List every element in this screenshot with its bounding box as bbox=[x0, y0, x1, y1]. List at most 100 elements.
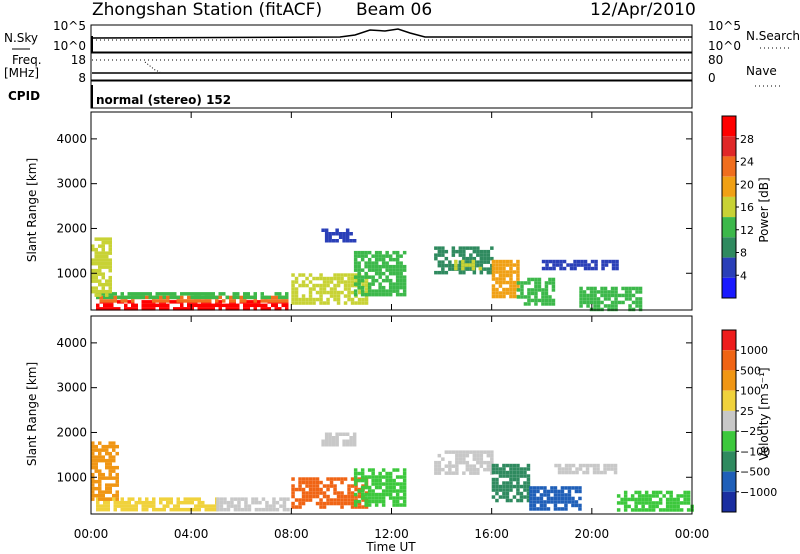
range-time-cell bbox=[601, 267, 605, 271]
range-time-cell bbox=[96, 304, 100, 308]
range-time-cell bbox=[98, 258, 102, 262]
range-time-cell bbox=[604, 304, 608, 308]
range-time-cell bbox=[298, 273, 302, 277]
range-time-cell bbox=[368, 258, 372, 262]
range-time-cell bbox=[382, 254, 386, 258]
range-time-cell bbox=[342, 232, 346, 236]
range-time-cell bbox=[480, 257, 484, 261]
range-time-cell bbox=[121, 501, 125, 505]
range-time-cell bbox=[545, 299, 549, 303]
range-time-cell bbox=[473, 457, 477, 461]
range-time-cell bbox=[255, 497, 259, 501]
range-time-cell bbox=[533, 504, 537, 508]
range-time-cell bbox=[547, 490, 551, 494]
range-time-cell bbox=[237, 497, 241, 501]
range-time-cell bbox=[357, 268, 361, 272]
colorbar-segment bbox=[722, 330, 736, 350]
range-time-cell bbox=[621, 294, 625, 298]
range-time-cell bbox=[572, 464, 576, 468]
range-time-cell bbox=[138, 501, 142, 505]
range-time-cell bbox=[378, 475, 382, 479]
range-time-cell bbox=[116, 483, 120, 487]
range-time-cell bbox=[538, 288, 542, 292]
range-time-cell bbox=[492, 270, 496, 274]
range-time-cell bbox=[483, 267, 487, 271]
range-time-cell bbox=[441, 253, 445, 257]
range-time-cell bbox=[645, 501, 649, 505]
range-time-cell bbox=[403, 468, 407, 472]
range-time-cell bbox=[305, 284, 309, 288]
range-time-cell bbox=[302, 298, 306, 302]
range-time-cell bbox=[180, 292, 184, 296]
range-time-cell bbox=[337, 277, 341, 281]
range-time-cell bbox=[438, 461, 442, 465]
range-time-cell bbox=[361, 298, 365, 302]
range-time-cell bbox=[683, 494, 687, 498]
range-time-cell bbox=[469, 468, 473, 472]
range-time-cell bbox=[302, 495, 306, 499]
range-time-cell bbox=[502, 481, 506, 485]
range-time-cell bbox=[220, 501, 224, 505]
range-time-cell bbox=[502, 281, 506, 285]
range-time-cell bbox=[368, 289, 372, 293]
range-time-cell bbox=[659, 491, 663, 495]
range-time-cell bbox=[552, 281, 556, 285]
range-time-cell bbox=[669, 491, 673, 495]
range-time-cell bbox=[323, 280, 327, 284]
range-time-cell bbox=[680, 494, 684, 498]
range-time-cell bbox=[114, 299, 118, 303]
range-time-cell bbox=[676, 501, 680, 505]
range-time-cell bbox=[548, 299, 552, 303]
range-time-cell bbox=[375, 272, 379, 276]
range-time-cell bbox=[335, 232, 339, 236]
range-time-cell bbox=[611, 308, 615, 312]
range-time-cell bbox=[91, 480, 95, 484]
velocity-colorbar-label: Velocity [m s⁻¹] bbox=[757, 367, 771, 460]
range-time-cell bbox=[375, 258, 379, 262]
range-time-cell bbox=[561, 490, 565, 494]
range-time-cell bbox=[547, 500, 551, 504]
range-time-cell bbox=[399, 261, 403, 265]
range-time-cell bbox=[564, 497, 568, 501]
range-time-cell bbox=[545, 260, 549, 264]
range-time-cell bbox=[558, 464, 562, 468]
range-time-cell bbox=[548, 302, 552, 306]
range-time-cell bbox=[233, 299, 237, 303]
range-time-cell bbox=[255, 501, 259, 505]
range-time-cell bbox=[543, 490, 547, 494]
range-time-cell bbox=[357, 279, 361, 283]
range-time-cell bbox=[638, 508, 642, 512]
range-time-cell bbox=[357, 282, 361, 286]
x-tick-label: 12:00 bbox=[374, 527, 409, 541]
range-time-cell bbox=[495, 485, 499, 489]
range-time-cell bbox=[187, 304, 191, 308]
range-time-cell bbox=[385, 475, 389, 479]
range-time-cell bbox=[527, 302, 531, 306]
range-time-cell bbox=[156, 304, 160, 308]
range-time-cell bbox=[593, 287, 597, 291]
range-time-cell bbox=[469, 450, 473, 454]
range-time-cell bbox=[330, 477, 334, 481]
range-time-cell bbox=[568, 490, 572, 494]
range-time-cell bbox=[170, 508, 174, 512]
range-time-cell bbox=[156, 508, 160, 512]
range-time-cell bbox=[382, 289, 386, 293]
range-time-cell bbox=[604, 294, 608, 298]
range-time-cell bbox=[571, 497, 575, 501]
range-time-cell bbox=[357, 286, 361, 290]
range-time-cell bbox=[309, 484, 313, 488]
range-time-cell bbox=[166, 296, 170, 300]
range-time-cell bbox=[403, 293, 407, 297]
range-time-cell bbox=[506, 474, 510, 478]
colorbar-tick-label: −500 bbox=[740, 466, 770, 479]
range-time-cell bbox=[328, 436, 332, 440]
range-time-cell bbox=[337, 495, 341, 499]
range-time-cell bbox=[438, 468, 442, 472]
range-time-cell bbox=[349, 232, 353, 236]
range-time-cell bbox=[344, 287, 348, 291]
range-time-cell bbox=[382, 261, 386, 265]
range-time-cell bbox=[302, 294, 306, 298]
range-time-cell bbox=[624, 494, 628, 498]
range-time-cell bbox=[543, 493, 547, 497]
range-time-cell bbox=[91, 441, 95, 445]
